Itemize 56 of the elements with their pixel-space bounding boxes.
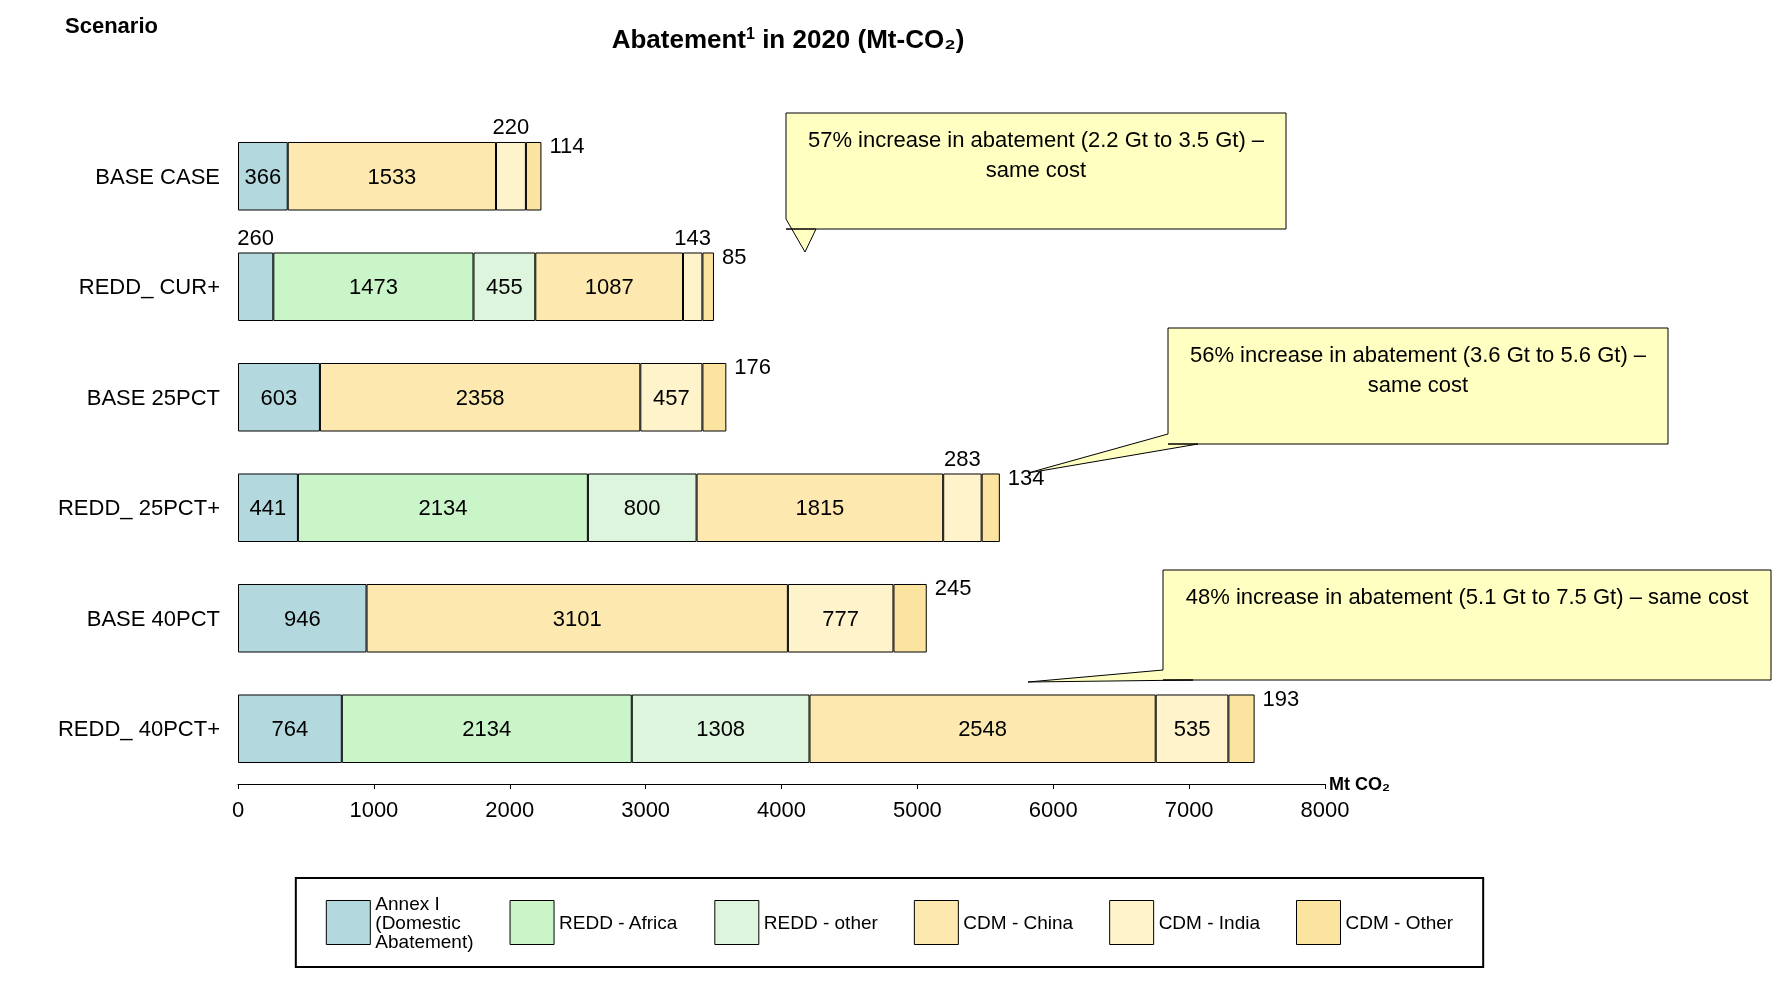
data-label: 457 [653,384,690,410]
x-tick-label: 4000 [757,796,806,822]
data-label: 260 [237,224,275,250]
y-tick-label: REDD_ 40PCT+ [57,716,220,742]
x-tick-label: 2000 [485,796,535,822]
data-label: 3101 [552,605,602,631]
legend-label: Annex I (Domestic Abatement) [375,893,474,952]
data-label: 2358 [455,384,505,410]
data-label: 245 [934,575,972,601]
x-tick-label: 7000 [1164,796,1214,822]
legend-label: REDD - other [763,912,879,933]
data-label: 2548 [958,716,1008,742]
data-label: 114 [549,133,585,159]
data-label: 143 [674,224,712,250]
y-tick-label: BASE 40PCT [86,605,220,631]
data-label: 85 [721,243,747,269]
data-label: 603 [260,384,298,410]
x-tick-label: 3000 [621,796,671,822]
data-label: 1815 [795,495,845,521]
data-label: 455 [486,274,523,300]
data-label: 441 [249,495,287,521]
data-label: 764 [271,716,309,742]
legend-label: CDM - India [1158,912,1261,933]
y-axis-title: Scenario [65,12,158,38]
x-tick-label: 0 [231,796,245,822]
data-label: 1308 [696,716,746,742]
legend-label: REDD - Africa [559,912,678,933]
data-label: 946 [283,605,321,631]
x-tick-label: 5000 [892,796,942,822]
x-tick-label: 8000 [1300,796,1350,822]
data-label: 800 [623,495,661,521]
data-label: 1533 [367,163,417,189]
x-axis-title: Mt CO₂ [1329,774,1390,794]
y-tick-label: BASE 25PCT [86,384,220,410]
y-tick-label: REDD_ CUR+ [78,274,220,300]
data-label: 1473 [348,274,398,300]
data-label: 176 [734,354,772,380]
annotation: 57% increase in abatement (2.2 Gt to 3.5 Gt) – same cost [806,126,1266,184]
data-label: 220 [492,114,530,140]
data-label: 366 [244,163,282,189]
annotation: 48% increase in abatement (5.1 Gt to 7.5 Gt) – same cost [1184,583,1750,611]
legend-label: CDM - Other [1345,912,1454,933]
data-label: 2134 [462,716,512,742]
data-label: 134 [1007,464,1045,490]
legend-label: CDM - China [963,912,1074,933]
x-tick-label: 6000 [1028,796,1078,822]
x-tick-label: 1000 [349,796,399,822]
annotation: 56% increase in abatement (3.6 Gt to 5.6 Gt) – same cost [1188,341,1648,399]
data-label: 283 [944,445,981,471]
data-label: 1087 [584,274,634,300]
data-label: 535 [1173,716,1211,742]
y-tick-label: BASE CASE [95,163,220,189]
data-label: 193 [1262,685,1300,711]
data-label: 777 [822,605,860,631]
y-tick-label: REDD_ 25PCT+ [57,495,220,521]
data-label: 2134 [418,495,468,521]
